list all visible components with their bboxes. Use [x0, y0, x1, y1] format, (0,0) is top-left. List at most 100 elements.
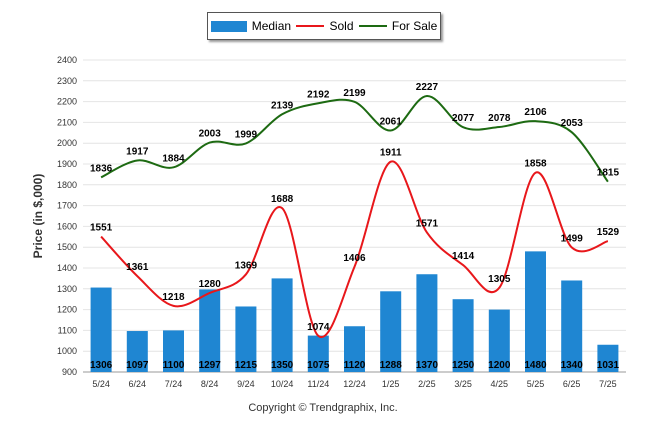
bar-value-label: 1075 [307, 360, 330, 371]
point-label-sold: 1858 [524, 159, 547, 170]
legend-item-for-sale: For Sale [358, 19, 438, 33]
y-tick-label: 1300 [57, 284, 77, 294]
y-tick-label: 1600 [57, 221, 77, 231]
point-label-for-sale: 1815 [597, 168, 620, 179]
point-label-for-sale: 2192 [307, 89, 330, 100]
point-label-for-sale: 2078 [488, 113, 511, 124]
point-label-for-sale: 1884 [162, 153, 185, 164]
bar-median [380, 291, 402, 372]
point-label-for-sale: 1836 [90, 163, 113, 174]
point-label-for-sale: 2053 [561, 118, 584, 129]
y-tick-label: 1400 [57, 263, 77, 273]
bar-median [597, 344, 619, 372]
y-tick-label: 2100 [57, 117, 77, 127]
point-label-sold: 1414 [452, 251, 475, 262]
bar-value-label: 1350 [271, 360, 294, 371]
y-tick-label: 900 [62, 367, 77, 377]
y-tick-label: 2400 [57, 55, 77, 65]
point-label-for-sale: 2106 [524, 107, 547, 118]
legend-label-median: Median [251, 19, 292, 33]
legend-item-sold: Sold [296, 19, 354, 33]
bar-value-label: 1031 [597, 360, 620, 371]
y-tick-label: 1000 [57, 346, 77, 356]
bar-median [488, 309, 510, 372]
x-tick-label: 5/25 [527, 379, 545, 389]
point-label-sold: 1551 [90, 223, 113, 234]
bar-value-label: 1306 [90, 360, 113, 371]
bar-median [163, 330, 184, 372]
x-tick-label: 12/24 [343, 379, 366, 389]
point-label-for-sale: 2227 [416, 82, 439, 93]
bar-median [452, 299, 474, 372]
point-label-sold: 1361 [126, 262, 149, 273]
x-tick-label: 4/25 [491, 379, 509, 389]
x-tick-label: 6/25 [563, 379, 581, 389]
y-tick-label: 2300 [57, 76, 77, 86]
point-label-sold: 1571 [416, 218, 439, 229]
point-label-for-sale: 2003 [199, 129, 222, 140]
point-label-for-sale: 2139 [271, 100, 294, 111]
x-tick-label: 9/24 [237, 379, 255, 389]
point-label-for-sale: 2061 [380, 117, 403, 128]
y-tick-label: 1800 [57, 180, 77, 190]
y-tick-label: 2200 [57, 97, 77, 107]
point-label-for-sale: 1917 [126, 146, 149, 157]
bar-value-label: 1288 [380, 360, 403, 371]
bar-median [199, 289, 221, 372]
bar-median [416, 274, 438, 372]
bar-value-label: 1297 [199, 360, 222, 371]
point-label-for-sale: 2199 [343, 88, 366, 99]
point-label-sold: 1406 [343, 253, 366, 264]
bar-median [126, 331, 148, 372]
point-label-sold: 1305 [488, 274, 511, 285]
point-label-sold: 1911 [380, 148, 402, 159]
legend-label-for-sale: For Sale [391, 19, 438, 33]
bar-value-label: 1370 [416, 360, 439, 371]
point-label-sold: 1499 [561, 233, 584, 244]
y-tick-label: 1500 [57, 242, 77, 252]
point-label-for-sale: 2077 [452, 113, 475, 124]
bar-median [235, 306, 257, 372]
point-label-sold: 1529 [597, 227, 620, 238]
y-tick-label: 1100 [58, 325, 77, 335]
line-for-sale [100, 94, 609, 183]
x-tick-label: 11/24 [307, 379, 329, 389]
bar-value-label: 1100 [163, 360, 185, 371]
y-axis-label: Price (in $,000) [31, 174, 45, 259]
x-tick-label: 7/25 [599, 379, 617, 389]
bar-median [271, 278, 293, 372]
legend-swatch-sold [296, 25, 325, 27]
line-sold [100, 160, 609, 339]
bar-median [90, 287, 112, 372]
x-tick-label: 2/25 [418, 379, 436, 389]
bar-value-label: 1480 [524, 360, 547, 371]
y-tick-label: 2000 [57, 138, 77, 148]
bar-median [344, 326, 365, 372]
y-tick-label: 1700 [57, 201, 77, 211]
bar-value-label: 1120 [344, 360, 366, 371]
y-tick-label: 1200 [57, 305, 77, 315]
bar-median [525, 251, 546, 372]
x-tick-label: 7/24 [165, 379, 183, 389]
x-tick-label: 10/24 [271, 379, 294, 389]
point-label-sold: 1074 [307, 322, 330, 333]
x-tick-label: 3/25 [454, 379, 472, 389]
x-tick-label: 8/24 [201, 379, 219, 389]
legend-swatch-for-sale [358, 25, 387, 27]
point-label-for-sale: 1999 [235, 129, 258, 140]
point-label-sold: 1280 [199, 279, 222, 290]
bar-value-label: 1250 [452, 360, 475, 371]
legend-swatch-median [210, 20, 247, 32]
bar-value-label: 1215 [235, 360, 258, 371]
bar-median [561, 280, 583, 372]
bar-value-label: 1097 [126, 360, 149, 371]
bar-value-label: 1200 [488, 360, 511, 371]
x-tick-label: 1/25 [382, 379, 400, 389]
y-tick-label: 1900 [57, 159, 77, 169]
legend-item-median: Median [210, 19, 292, 33]
legend-label-sold: Sold [329, 19, 354, 33]
point-label-sold: 1688 [271, 194, 294, 205]
bar-value-label: 1340 [561, 360, 584, 371]
point-label-sold: 1369 [235, 260, 258, 271]
